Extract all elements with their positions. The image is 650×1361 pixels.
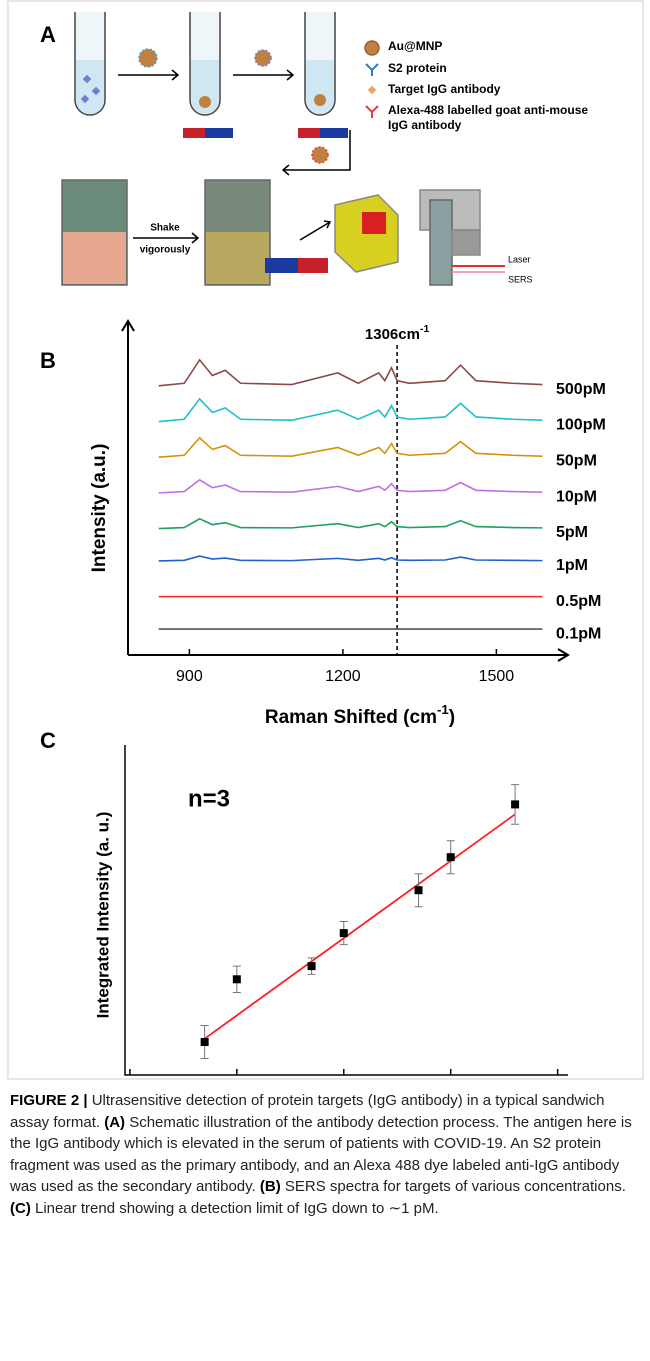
series-label: 500pM: [556, 381, 606, 398]
panel-letter: B: [40, 348, 56, 373]
y-axis-label: Integrated Intensity (a. u.): [93, 812, 112, 1019]
x-tick-label: 1500: [479, 668, 515, 685]
legend-label: S2 protein: [388, 61, 447, 75]
annotation: n=3: [188, 785, 230, 812]
sers-label: SERS: [508, 274, 533, 284]
legend-label: IgG antibody: [388, 118, 462, 132]
data-point: [414, 886, 423, 895]
spectrum: [158, 517, 543, 530]
legend-label: Au@MNP: [388, 39, 442, 53]
annotation: 1306cm-1: [365, 323, 430, 343]
caption-text: Schematic illustration of the antibody d…: [10, 1113, 632, 1196]
x-axis-label-part: ): [449, 707, 455, 728]
series-label: 1pM: [556, 557, 588, 574]
series-label: 5pM: [556, 524, 588, 541]
x-axis-label: Raman Shifted (cm-1): [265, 702, 455, 728]
data-point: [446, 853, 455, 862]
data-point: [511, 800, 520, 809]
x-tick-label: 1200: [325, 668, 361, 685]
series-label: 10pM: [556, 488, 597, 505]
y-axis-label: Intensity (a.u.): [89, 444, 110, 573]
schematic: [61, 12, 505, 286]
data-point: [339, 929, 348, 938]
spectrum: [158, 436, 543, 458]
x-axis-label-part: -1: [437, 702, 449, 717]
data-point: [200, 1038, 209, 1046]
series-label: 50pM: [556, 452, 597, 469]
legend-label: Target IgG antibody: [388, 82, 501, 96]
spectrum: [158, 397, 543, 423]
caption: FIGURE 2 | Ultrasensitive detection of p…: [10, 1090, 640, 1219]
caption-text: Ultrasensitive detection of protein targ…: [10, 1092, 605, 1131]
panel-letter: C: [40, 728, 56, 753]
laser-label: Laser: [508, 254, 531, 264]
fit-line: [204, 813, 516, 1040]
annotation-part: 1306cm: [365, 326, 420, 343]
caption-tag: (B): [259, 1178, 281, 1195]
figure-frame: [7, 0, 644, 1080]
legend-label: Alexa-488 labelled goat anti-mouse: [388, 103, 588, 117]
series-label: 0.1pM: [556, 625, 601, 642]
x-axis: [128, 648, 570, 662]
panel-letter: A: [40, 22, 56, 47]
x-tick-label: 900: [176, 668, 203, 685]
figure: A B C Au@MNP S2 protein Target: [7, 0, 644, 1080]
caption-label: FIGURE 2 |: [10, 1092, 88, 1109]
data-point: [307, 962, 316, 971]
annotation-part: -1: [420, 323, 429, 335]
caption-tag: (C): [10, 1199, 31, 1217]
caption-text: SERS spectra for targets of various conc…: [280, 1178, 626, 1195]
series-label: 100pM: [556, 416, 606, 433]
spectrum: [158, 358, 543, 387]
axes: [124, 745, 568, 1076]
step-label: Shake: [150, 223, 180, 234]
caption-tag: (A): [104, 1113, 126, 1131]
y-axis: [121, 319, 135, 655]
spectrum: [158, 555, 543, 562]
step-label: vigorously: [140, 245, 191, 256]
x-axis-label-part: Raman Shifted (cm: [265, 707, 437, 728]
series-label: 0.5pM: [556, 593, 601, 610]
spectrum: [158, 478, 543, 494]
data-point: [232, 975, 241, 984]
caption-text: Linear trend showing a detection limit o…: [30, 1199, 439, 1217]
